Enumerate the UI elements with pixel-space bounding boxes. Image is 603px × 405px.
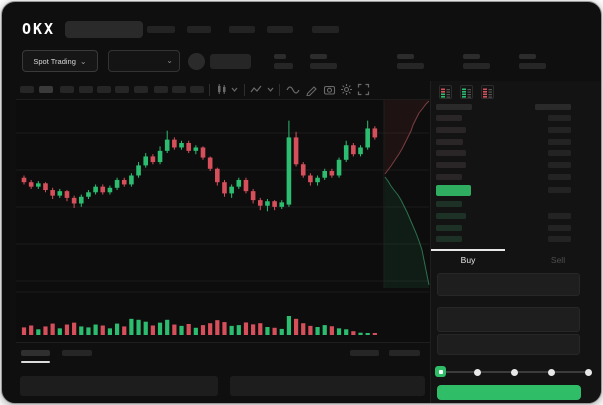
amount-slider-track[interactable] xyxy=(441,368,592,376)
interval-button-7[interactable] xyxy=(154,86,168,93)
interval-button-8[interactable] xyxy=(172,86,186,93)
orderbook-trade-panel: Buy Sell xyxy=(430,81,601,403)
interval-button-2[interactable] xyxy=(60,86,74,93)
ask-amount-5[interactable] xyxy=(548,174,571,180)
toolbar-divider xyxy=(279,84,280,96)
bid-amount-1[interactable] xyxy=(548,212,571,219)
interval-button-6[interactable] xyxy=(134,86,148,93)
last-price-amount xyxy=(548,187,571,193)
chevron-down-icon: ⌄ xyxy=(79,56,87,66)
chevron-down-icon[interactable] xyxy=(230,83,239,96)
interval-button-4[interactable] xyxy=(97,86,111,93)
ask-price-0[interactable] xyxy=(436,115,462,121)
chevron-down-icon: ⌄ xyxy=(166,56,173,65)
price-chart[interactable] xyxy=(16,99,430,343)
indicator-icon[interactable] xyxy=(250,83,263,96)
ob-col-header-price xyxy=(436,104,472,110)
ob-col-header-amount xyxy=(535,104,571,110)
tab-sell[interactable]: Sell xyxy=(550,255,566,265)
orders-panel-0 xyxy=(20,376,218,396)
candlestick-chart-canvas xyxy=(16,99,430,335)
chart-toolbar xyxy=(16,81,430,100)
chevron-down-icon[interactable] xyxy=(266,83,275,96)
ask-amount-0[interactable] xyxy=(548,115,571,121)
candle-style-icon[interactable] xyxy=(215,83,228,96)
ask-amount-3[interactable] xyxy=(548,150,571,157)
bid-amount-2[interactable] xyxy=(548,224,571,231)
order-form-field-0[interactable] xyxy=(437,273,580,296)
nav-item-0[interactable] xyxy=(147,26,175,33)
ticker-stat-value-0 xyxy=(274,63,293,69)
interval-button-9[interactable] xyxy=(190,86,204,93)
interval-button-0[interactable] xyxy=(20,86,34,93)
ticker-stat-label-2 xyxy=(397,54,414,59)
ticker-stat-value-2 xyxy=(397,63,424,69)
order-form-field-1[interactable] xyxy=(437,307,580,332)
pair-selector-dropdown[interactable]: ⌄ xyxy=(108,50,180,72)
bid-price-3[interactable] xyxy=(436,236,462,243)
nav-item-3[interactable] xyxy=(267,26,293,33)
orders-action-1[interactable] xyxy=(389,350,420,356)
okx-logo[interactable]: OKX xyxy=(22,20,56,38)
nav-item-4[interactable] xyxy=(312,26,339,33)
orders-tab-0[interactable] xyxy=(21,350,50,356)
buy-submit-button[interactable] xyxy=(437,385,581,400)
orders-tab-underline xyxy=(21,361,50,363)
interval-button-1[interactable] xyxy=(39,86,53,93)
book-bids-icon[interactable] xyxy=(460,85,473,99)
slider-stop-25pct[interactable] xyxy=(474,368,482,376)
ask-amount-1[interactable] xyxy=(548,126,571,133)
slider-stop-50pct[interactable] xyxy=(511,368,518,376)
ask-price-2[interactable] xyxy=(436,138,463,145)
interval-button-3[interactable] xyxy=(79,86,93,93)
book-asks-icon[interactable] xyxy=(481,85,494,99)
last-price-badge[interactable] xyxy=(436,185,471,196)
ask-amount-4[interactable] xyxy=(548,162,571,169)
line-type-icon[interactable] xyxy=(286,83,300,96)
book-both-icon[interactable] xyxy=(439,85,452,99)
interval-button-5[interactable] xyxy=(115,86,129,93)
fullscreen-icon[interactable] xyxy=(357,83,370,96)
toolbar-divider xyxy=(244,84,245,96)
camera-icon[interactable] xyxy=(323,83,336,96)
ticker-stat-value-1 xyxy=(310,63,337,69)
bid-price-2[interactable] xyxy=(436,224,462,231)
search-input[interactable] xyxy=(65,21,143,38)
ask-price-3[interactable] xyxy=(436,150,466,157)
slider-stop-75pct[interactable] xyxy=(547,368,555,376)
bid-amount-3[interactable] xyxy=(548,236,571,243)
ticker-stat-label-0 xyxy=(274,54,286,59)
slider-handle-inner xyxy=(438,369,443,374)
toolbar-divider xyxy=(209,84,210,96)
slider-stop-100pct[interactable] xyxy=(584,368,592,376)
ticker-stat-label-1 xyxy=(310,54,327,59)
bid-price-1[interactable] xyxy=(436,212,466,219)
pair-name-placeholder xyxy=(210,54,251,69)
orders-action-0[interactable] xyxy=(350,350,379,356)
ticker-stat-value-3 xyxy=(463,63,490,69)
draw-icon[interactable] xyxy=(305,83,318,96)
settings-icon[interactable] xyxy=(340,83,353,96)
ask-price-1[interactable] xyxy=(436,126,466,133)
ask-amount-2[interactable] xyxy=(548,138,571,145)
ticker-stat-value-4 xyxy=(519,63,546,69)
orders-tab-1[interactable] xyxy=(62,350,92,356)
tab-buy[interactable]: Buy xyxy=(460,255,476,265)
orders-panel-1 xyxy=(230,376,425,396)
order-form-field-2[interactable] xyxy=(437,334,580,355)
buy-sell-tabs: Buy Sell xyxy=(431,249,601,271)
market-type-dropdown[interactable]: Spot Trading ⌄ xyxy=(22,50,98,72)
market-type-label: Spot Trading xyxy=(33,56,76,66)
pair-coin-icon xyxy=(188,53,205,70)
active-tab-indicator xyxy=(431,249,505,251)
nav-item-1[interactable] xyxy=(187,26,211,33)
bid-price-0[interactable] xyxy=(436,201,462,207)
ticker-stat-label-3 xyxy=(463,54,480,59)
ask-price-4[interactable] xyxy=(436,162,466,169)
ticker-stat-label-4 xyxy=(519,54,536,59)
nav-item-2[interactable] xyxy=(229,26,255,33)
amount-slider-handle[interactable] xyxy=(435,366,446,377)
ask-price-5[interactable] xyxy=(436,174,462,180)
